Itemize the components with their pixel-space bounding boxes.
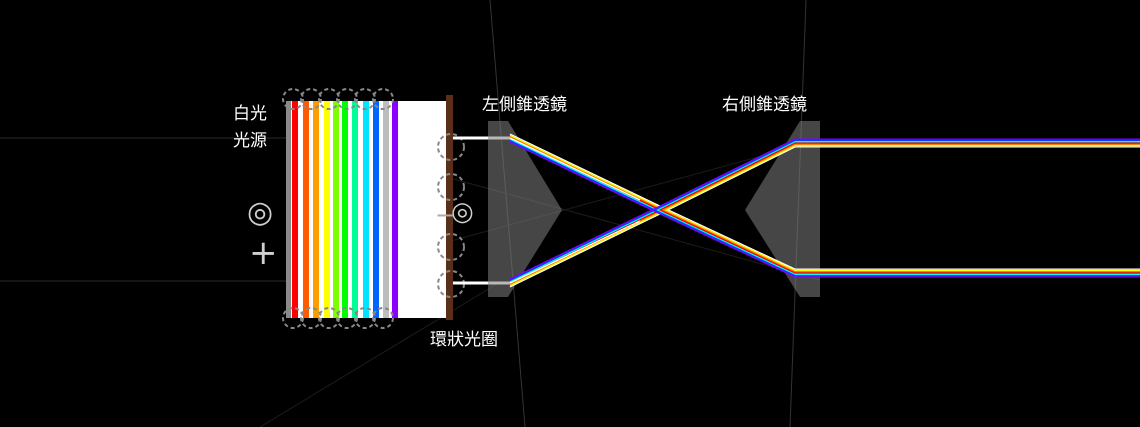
stripe-handle[interactable] <box>300 88 322 110</box>
right-axicon-lens[interactable] <box>745 121 820 297</box>
rotate-handle-icon[interactable]: ◎ <box>247 195 274 230</box>
stripe-handle[interactable] <box>336 307 358 329</box>
white-light-source[interactable] <box>286 101 448 318</box>
spectral-ray <box>509 137 641 201</box>
spectral-ray <box>509 142 1140 284</box>
annular-aperture-bar[interactable] <box>446 95 453 320</box>
spectral-ray <box>509 146 1140 288</box>
stripe-handle[interactable] <box>300 307 322 329</box>
spectral-ray <box>509 138 1140 275</box>
spectral-ray <box>509 137 1140 274</box>
left-axicon-lens[interactable] <box>488 121 562 297</box>
source-stripe <box>373 101 379 318</box>
source-stripe <box>303 101 309 318</box>
rotate-handle-icon[interactable]: ◎ <box>451 197 474 227</box>
spectral-ray <box>509 144 1140 287</box>
stripe-handle[interactable] <box>282 88 304 110</box>
stripe-handle[interactable] <box>318 307 340 329</box>
stripe-handle[interactable] <box>354 88 376 110</box>
spectral-ray <box>509 138 1140 280</box>
source-stripe <box>313 101 319 318</box>
source-stripe <box>363 101 369 318</box>
spectral-ray <box>509 140 1140 277</box>
add-icon[interactable]: + <box>249 233 278 273</box>
spectral-ray <box>509 134 1140 272</box>
source-stripe-handles[interactable] <box>282 88 394 329</box>
source-stripe <box>392 101 398 318</box>
spectral-beams <box>509 133 1140 288</box>
source-stripe <box>324 101 330 318</box>
source-spectrum-stripes <box>286 101 398 318</box>
spectral-ray <box>509 139 1140 281</box>
spectral-ray <box>509 141 1140 278</box>
spectral-ray <box>509 143 1140 285</box>
source-stripe <box>286 101 291 318</box>
stripe-handle[interactable] <box>354 307 376 329</box>
source-stripe <box>383 101 389 318</box>
spectral-ray <box>509 141 1140 283</box>
stripe-handle[interactable] <box>282 307 304 329</box>
source-stripe <box>292 101 298 318</box>
spectral-ray <box>509 133 1140 270</box>
spectral-ray <box>509 136 1140 273</box>
stripe-handle[interactable] <box>372 88 394 110</box>
minus-icon[interactable]: − <box>435 201 456 229</box>
stripe-handle[interactable] <box>336 88 358 110</box>
source-stripe <box>342 101 348 318</box>
source-stripe <box>333 101 339 318</box>
stripe-handle[interactable] <box>318 88 340 110</box>
source-stripe <box>352 101 358 318</box>
spectral-ray <box>509 220 641 284</box>
stripe-handle[interactable] <box>372 307 394 329</box>
